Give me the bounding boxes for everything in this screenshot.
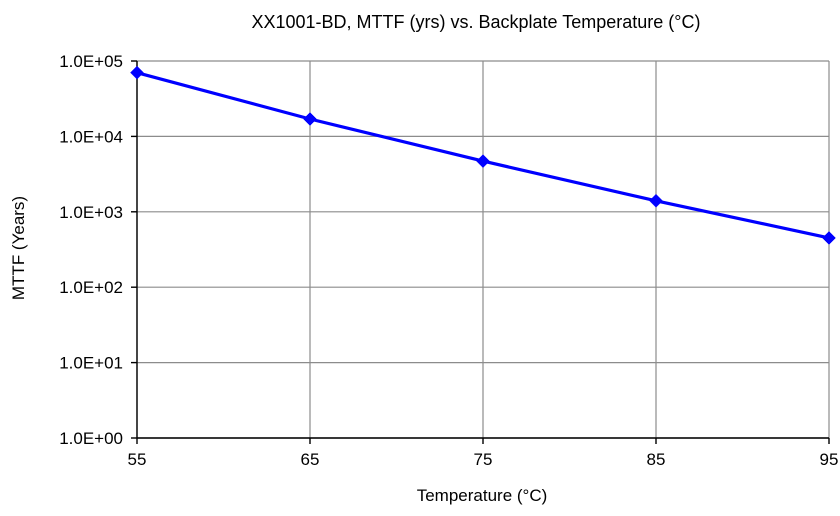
y-tick-label: 1.0E+02 [59,278,123,297]
x-tick-label: 95 [820,450,839,469]
y-tick-labels: 1.0E+00 1.0E+01 1.0E+02 1.0E+03 1.0E+04 1.0E+… [59,52,123,448]
data-point-marker [303,112,317,126]
y-tick-label: 1.0E+05 [59,52,123,71]
data-point-marker [130,65,144,80]
data-point-marker [476,154,490,168]
x-tick-label: 65 [301,450,320,469]
y-tick-label: 1.0E+03 [59,203,123,222]
x-tick-label: 85 [647,450,666,469]
x-axis-title: Temperature (°C) [417,486,548,505]
series-layer [130,65,836,245]
x-tick-label: 55 [128,450,147,469]
axes [131,60,830,444]
x-tick-labels: 55 65 75 85 95 [128,450,839,469]
chart-title: XX1001-BD, MTTF (yrs) vs. Backplate Temp… [252,12,701,32]
x-tick-label: 75 [474,450,493,469]
data-point-marker [649,193,663,208]
y-tick-label: 1.0E+01 [59,354,123,373]
y-tick-label: 1.0E+00 [59,429,123,448]
data-point-marker [822,231,836,245]
y-axis-title: MTTF (Years) [9,196,28,300]
y-tick-label: 1.0E+04 [59,127,123,146]
